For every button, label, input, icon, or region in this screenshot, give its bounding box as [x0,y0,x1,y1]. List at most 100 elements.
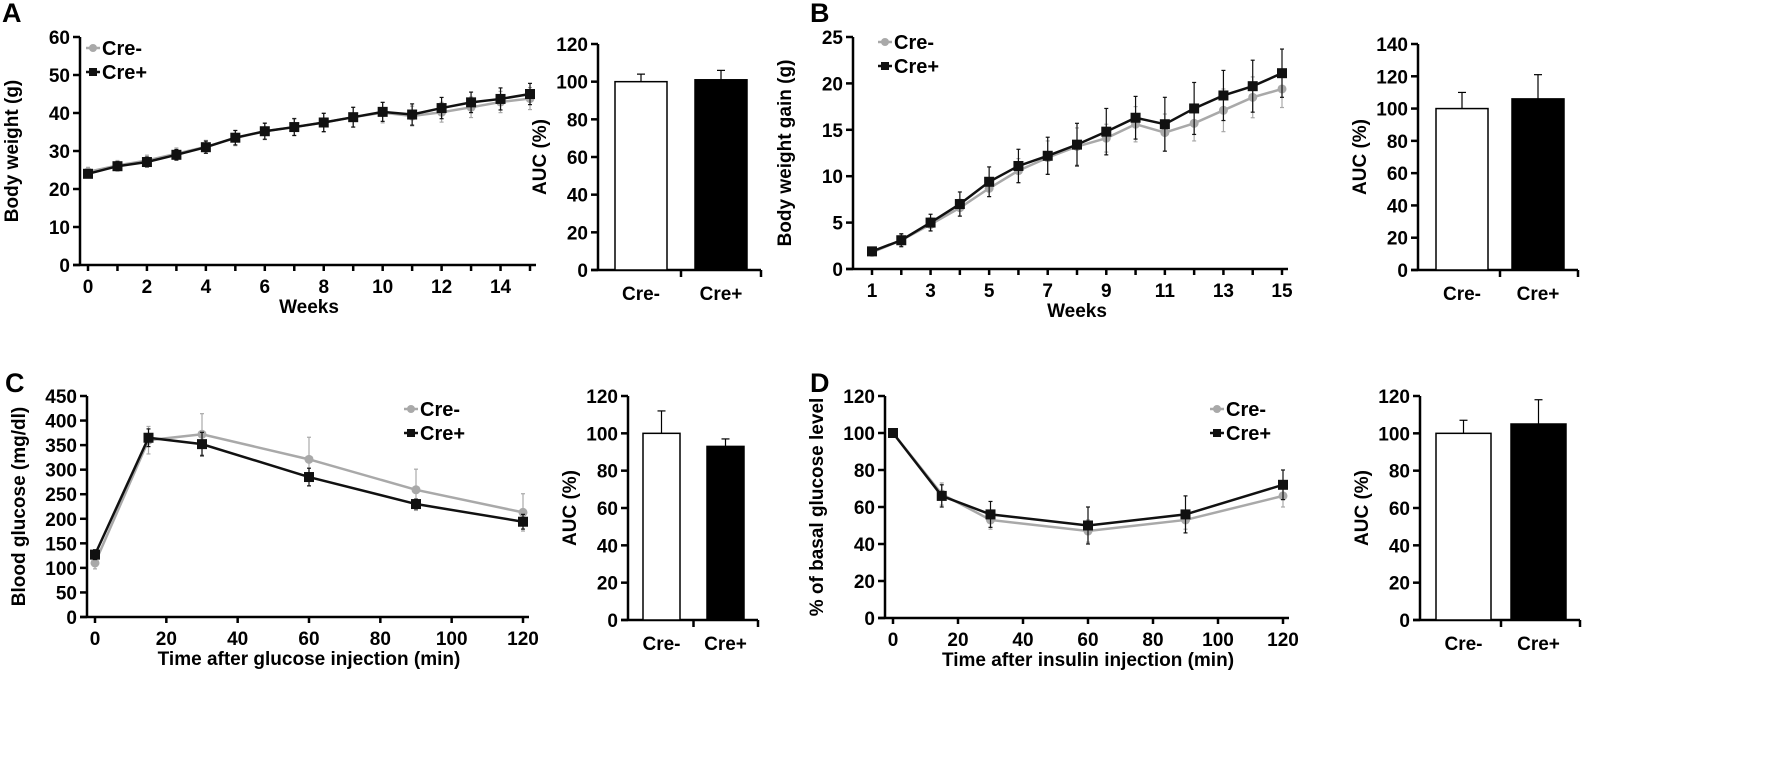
data-point [1159,119,1170,130]
y-tick-label: 400 [45,412,77,433]
legend-entry: Cre- [1210,399,1266,421]
bar-Cre- [642,432,681,621]
chart-A-line: 0 10 20 30 40 50 60 Body weight (g) 0 2 4 6 8 10 12 14 W… [2,0,536,318]
chart-D-bar: 0 20 40 60 80 100 120 AUC (%) Cre- Cre+ [1352,387,1582,655]
chart-D-line: 0 20 40 60 80 100 120 % of basal glucose level 0… [807,368,1299,671]
y-tick-label: 40 [597,536,618,557]
x-tick-label: 40 [1012,630,1033,651]
y-tick-label: 60 [597,499,618,520]
legend-entry: Cre+ [1210,423,1271,445]
series-line [892,432,1284,527]
data-point [936,490,947,501]
legend-marker [407,405,415,413]
y-axis-label: AUC (%) [560,470,581,546]
x-tick-label: 5 [984,281,995,302]
y-axis-label: AUC (%) [1350,119,1371,195]
y-tick-label: 250 [45,485,77,506]
y-tick-label: 20 [1389,574,1410,595]
data-point [525,89,535,99]
data-point [1013,160,1024,171]
data-point [1218,90,1229,101]
y-tick-label: 50 [56,583,77,604]
y-tick-label: 60 [1387,164,1408,185]
x-tick-label: 12 [431,277,452,298]
legend-marker [89,44,97,52]
y-tick-label: 60 [49,28,70,49]
data-point [200,142,211,153]
x-tick-label: 10 [372,277,393,298]
legend-marker [407,429,415,437]
chart-C-bar: 0 20 40 60 80 100 120 AUC (%) Cre- Cre+ [560,387,760,655]
y-tick-label: 20 [49,180,70,201]
data-point [1130,112,1141,123]
x-tick-label: 13 [1213,281,1234,302]
data-point [259,126,270,137]
y-tick-label: 20 [854,572,875,593]
y-tick-label: 0 [1399,611,1410,632]
x-tick-label: 1 [867,281,878,302]
x-tick-label: Cre+ [700,284,743,305]
series-Cre+ [888,428,1288,545]
x-tick-label: 8 [318,277,329,298]
x-tick-label: 0 [83,277,94,298]
y-tick-label: 40 [1387,196,1408,217]
data-point [230,132,241,143]
data-point [411,485,421,495]
y-tick-label: 0 [832,260,843,281]
data-point [171,149,182,160]
data-point [377,106,388,117]
x-tick-label: 0 [888,630,899,651]
series-line [93,433,524,564]
x-tick-label: 60 [298,629,319,650]
data-point [436,103,447,114]
legend-label: Cre- [420,399,460,421]
x-tick-label: Cre- [1443,284,1481,305]
y-tick-label: 100 [1376,100,1408,121]
x-tick-label: 11 [1155,281,1176,302]
y-axis-label: AUC (%) [530,119,551,195]
y-tick-label: 80 [567,110,588,131]
data-point [518,516,528,527]
data-point [984,176,995,187]
legend-label: Cre+ [894,56,939,78]
data-point [985,509,996,520]
y-tick-label: 0 [577,261,588,282]
x-tick-label: 100 [1202,630,1234,651]
y-tick-label: 120 [586,387,618,408]
x-tick-label: 20 [156,629,177,650]
x-tick-label: 9 [1101,281,1112,302]
y-tick-label: 60 [567,148,588,169]
x-tick-label: 14 [490,277,512,298]
x-tick-label: 80 [370,629,391,650]
panel-letter: C [5,368,25,398]
y-tick-label: 80 [1387,132,1408,153]
data-point [1189,103,1200,114]
legend-entry: Cre+ [404,423,465,445]
x-tick-label: 2 [142,277,153,298]
legend-entry: Cre- [86,38,142,60]
data-point [112,161,123,172]
legend-entry: Cre+ [878,56,939,78]
y-tick-label: 40 [567,186,588,207]
y-tick-label: 100 [556,73,588,94]
x-tick-label: 7 [1042,281,1053,302]
x-tick-label: 15 [1271,281,1293,302]
y-tick-label: 120 [556,35,588,56]
x-tick-label: 3 [925,281,936,302]
panel-letter: A [2,0,22,28]
data-point [1101,126,1112,137]
y-tick-label: 0 [66,608,77,629]
y-tick-label: 40 [1389,536,1410,557]
x-tick-label: 120 [1267,630,1299,651]
data-point [518,507,528,517]
y-tick-label: 30 [49,142,70,163]
x-tick-label: Cre+ [1517,284,1560,305]
y-tick-label: 25 [822,28,844,49]
y-tick-label: 120 [1378,387,1410,408]
y-tick-label: 80 [854,461,875,482]
y-tick-label: 60 [1389,499,1410,520]
data-point [925,217,936,228]
x-tick-label: Cre- [622,284,660,305]
y-tick-label: 200 [45,510,77,531]
